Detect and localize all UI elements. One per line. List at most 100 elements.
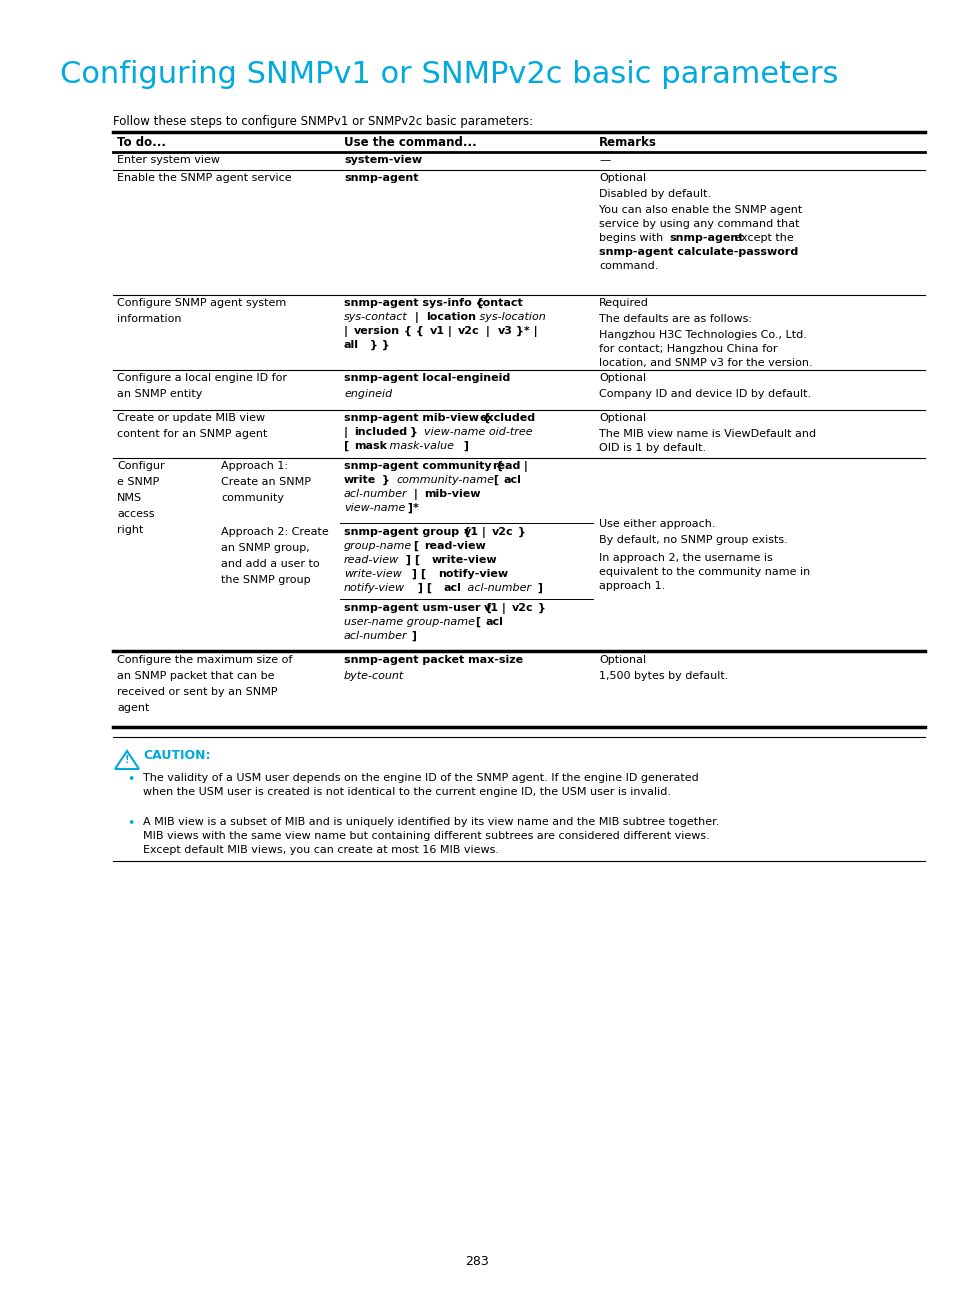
Text: sys-contact: sys-contact xyxy=(344,312,407,321)
Text: —: — xyxy=(598,156,610,165)
Text: Enter system view: Enter system view xyxy=(117,156,220,165)
Text: v2c: v2c xyxy=(512,603,533,613)
Text: Create an SNMP: Create an SNMP xyxy=(221,477,311,487)
Text: read-view: read-view xyxy=(344,555,399,565)
Text: and add a user to: and add a user to xyxy=(221,559,319,569)
Text: the SNMP group: the SNMP group xyxy=(221,575,311,584)
Text: snmp-agent local-engineid: snmp-agent local-engineid xyxy=(344,373,510,384)
Text: Disabled by default.: Disabled by default. xyxy=(598,189,710,200)
Text: Enable the SNMP agent service: Enable the SNMP agent service xyxy=(117,172,292,183)
Text: 283: 283 xyxy=(465,1255,488,1267)
Text: v2c: v2c xyxy=(492,527,513,537)
Text: for contact; Hangzhou China for: for contact; Hangzhou China for xyxy=(598,343,777,354)
Text: begins with: begins with xyxy=(598,233,666,244)
Text: |: | xyxy=(344,426,352,438)
Text: sys-location: sys-location xyxy=(476,312,545,321)
Text: |: | xyxy=(410,489,421,500)
Text: 1,500 bytes by default.: 1,500 bytes by default. xyxy=(598,671,727,680)
Text: |: | xyxy=(477,527,489,538)
Text: community-name: community-name xyxy=(395,476,494,485)
Text: |: | xyxy=(497,603,509,614)
Text: ]: ] xyxy=(408,631,416,642)
Text: ] [: ] [ xyxy=(401,555,423,565)
Text: mask-value: mask-value xyxy=(386,441,454,451)
Text: read: read xyxy=(492,461,519,470)
Text: an SNMP entity: an SNMP entity xyxy=(117,389,202,399)
Text: The defaults are as follows:: The defaults are as follows: xyxy=(598,314,751,324)
Text: v1: v1 xyxy=(483,603,498,613)
Text: } }: } } xyxy=(366,340,390,350)
Text: snmp-agent sys-info {: snmp-agent sys-info { xyxy=(344,298,487,308)
Text: byte-count: byte-count xyxy=(344,671,404,680)
Text: v2c: v2c xyxy=(457,327,479,336)
Text: except the: except the xyxy=(730,233,793,244)
Text: received or sent by an SNMP: received or sent by an SNMP xyxy=(117,687,277,697)
Text: snmp-agent packet max-size: snmp-agent packet max-size xyxy=(344,654,522,665)
Text: •: • xyxy=(127,816,134,829)
Text: acl-number: acl-number xyxy=(344,631,407,642)
Text: |: | xyxy=(443,327,456,337)
Text: NMS: NMS xyxy=(117,492,142,503)
Text: community: community xyxy=(221,492,284,503)
Text: an SNMP packet that can be: an SNMP packet that can be xyxy=(117,671,274,680)
Text: access: access xyxy=(117,509,154,518)
Text: ]: ] xyxy=(459,441,469,451)
Text: Except default MIB views, you can create at most 16 MIB views.: Except default MIB views, you can create… xyxy=(143,845,498,855)
Text: !: ! xyxy=(125,756,129,765)
Text: equivalent to the community name in: equivalent to the community name in xyxy=(598,568,809,577)
Text: acl: acl xyxy=(503,476,521,485)
Text: { {: { { xyxy=(399,327,427,336)
Text: Hangzhou H3C Technologies Co., Ltd.: Hangzhou H3C Technologies Co., Ltd. xyxy=(598,330,806,340)
Text: To do...: To do... xyxy=(117,136,166,149)
Text: }* |: }* | xyxy=(512,327,537,337)
Text: The MIB view name is ViewDefault and: The MIB view name is ViewDefault and xyxy=(598,429,815,439)
Text: location, and SNMP v3 for the version.: location, and SNMP v3 for the version. xyxy=(598,358,812,368)
Text: Use either approach.: Use either approach. xyxy=(598,518,715,529)
Text: acl: acl xyxy=(443,583,461,594)
Text: Optional: Optional xyxy=(598,373,645,384)
Text: notify-view: notify-view xyxy=(437,569,508,579)
Text: location: location xyxy=(426,312,476,321)
Text: right: right xyxy=(117,525,143,535)
Text: content for an SNMP agent: content for an SNMP agent xyxy=(117,429,267,439)
Text: [: [ xyxy=(490,476,502,485)
Text: |: | xyxy=(411,312,422,323)
Text: v1: v1 xyxy=(430,327,444,336)
Text: Optional: Optional xyxy=(598,413,645,422)
Text: snmp-agent group {: snmp-agent group { xyxy=(344,527,475,538)
Text: •: • xyxy=(127,772,134,785)
Text: excluded: excluded xyxy=(479,413,536,422)
Text: information: information xyxy=(117,314,181,324)
Text: Approach 2: Create: Approach 2: Create xyxy=(221,527,329,537)
Text: acl-number: acl-number xyxy=(463,583,531,594)
Text: Optional: Optional xyxy=(598,172,645,183)
Text: when the USM user is created is not identical to the current engine ID, the USM : when the USM user is created is not iden… xyxy=(143,787,670,797)
Text: ] [: ] [ xyxy=(414,583,436,594)
Text: Follow these steps to configure SNMPv1 or SNMPv2c basic parameters:: Follow these steps to configure SNMPv1 o… xyxy=(112,115,533,128)
Text: snmp-agent mib-view {: snmp-agent mib-view { xyxy=(344,413,494,424)
Text: acl: acl xyxy=(485,617,503,627)
Text: contact: contact xyxy=(476,298,523,308)
Text: all: all xyxy=(344,340,358,350)
Text: You can also enable the SNMP agent: You can also enable the SNMP agent xyxy=(598,205,801,215)
Text: snmp-agent: snmp-agent xyxy=(668,233,742,244)
Text: Configure a local engine ID for: Configure a local engine ID for xyxy=(117,373,287,384)
Text: }: } xyxy=(534,603,545,613)
Text: read-view: read-view xyxy=(423,540,485,551)
Text: Optional: Optional xyxy=(598,654,645,665)
Text: view-name oid-tree: view-name oid-tree xyxy=(423,426,532,437)
Text: v1: v1 xyxy=(463,527,478,537)
Text: write-view: write-view xyxy=(344,569,401,579)
Text: user-name group-name: user-name group-name xyxy=(344,617,475,627)
Text: e SNMP: e SNMP xyxy=(117,477,159,487)
Text: Use the command...: Use the command... xyxy=(344,136,476,149)
Text: |: | xyxy=(481,327,494,337)
Text: agent: agent xyxy=(117,702,150,713)
Text: group-name: group-name xyxy=(344,540,412,551)
Text: ] [: ] [ xyxy=(408,569,430,579)
Text: Configuring SNMPv1 or SNMPv2c basic parameters: Configuring SNMPv1 or SNMPv2c basic para… xyxy=(60,60,838,89)
Text: Company ID and device ID by default.: Company ID and device ID by default. xyxy=(598,389,810,399)
Text: view-name: view-name xyxy=(344,503,405,513)
Text: OID is 1 by default.: OID is 1 by default. xyxy=(598,443,705,454)
Text: acl-number: acl-number xyxy=(344,489,407,499)
